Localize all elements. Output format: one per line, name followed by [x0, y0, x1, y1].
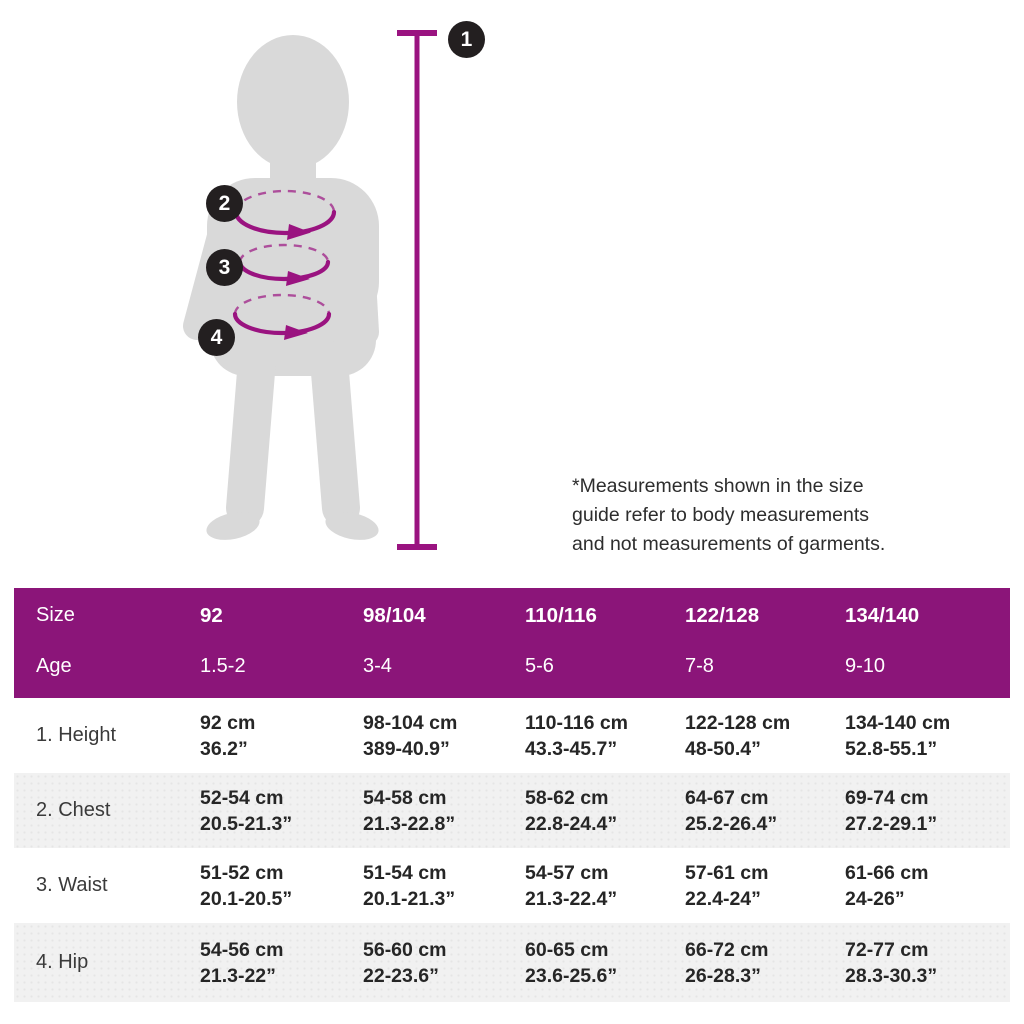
table-cell: 69-74 cm 27.2-29.1” [845, 786, 938, 835]
size-table: Size 92 98/104 110/116 122/128 134/140 A… [14, 588, 1010, 1002]
marker-badge-hip: 4 [198, 319, 235, 356]
age-header-label: Age [36, 655, 72, 677]
size-col-header: 134/140 [845, 603, 920, 627]
marker-number: 2 [218, 191, 231, 215]
size-table-header: Size 92 98/104 110/116 122/128 134/140 A… [14, 588, 1010, 698]
table-cell: 61-66 cm 24-26” [845, 861, 929, 910]
waist-arrow-icon [286, 271, 310, 286]
table-cell: 54-58 cm 21.3-22.8” [363, 786, 456, 835]
row-label: 2. Chest [36, 799, 111, 821]
table-cell: 92 cm 36.2” [200, 711, 256, 760]
size-col-header: 92 [200, 603, 223, 627]
table-cell: 58-62 cm 22.8-24.4” [525, 786, 618, 835]
size-header-label: Size [36, 604, 75, 626]
row-label: 3. Waist [36, 874, 108, 896]
note-line: *Measurements shown in the size [572, 475, 864, 497]
marker-badge-chest: 2 [206, 185, 243, 222]
table-cell: 66-72 cm 26-28.3” [685, 938, 769, 987]
table-row-hip: 4. Hip 54-56 cm 21.3-22” 56-60 cm 22-23.… [14, 923, 1010, 1002]
table-cell: 51-54 cm 20.1-21.3” [363, 861, 456, 910]
table-cell: 54-56 cm 21.3-22” [200, 938, 284, 987]
hip-measure-ellipse [232, 293, 332, 340]
waist-measure-ellipse [237, 243, 331, 286]
table-cell: 122-128 cm 48-50.4” [685, 711, 791, 760]
size-col-header: 122/128 [685, 603, 760, 627]
marker-badge-waist: 3 [206, 249, 243, 286]
marker-badge-height: 1 [448, 21, 485, 58]
header-age-row: Age 1.5-2 3-4 5-6 7-8 9-10 [14, 641, 1010, 692]
chest-arrow-icon [287, 224, 311, 240]
marker-number: 3 [218, 255, 231, 279]
age-col-header: 1.5-2 [200, 655, 246, 677]
table-cell: 57-61 cm 22.4-24” [685, 861, 769, 910]
row-label: 4. Hip [36, 951, 89, 973]
height-measure-line [397, 30, 437, 550]
table-cell: 56-60 cm 22-23.6” [363, 938, 447, 987]
table-cell: 52-54 cm 20.5-21.3” [200, 786, 293, 835]
table-cell: 98-104 cm 389-40.9” [363, 711, 458, 760]
age-col-header: 9-10 [845, 655, 886, 677]
table-row-height: 1. Height 92 cm 36.2” 98-104 cm 389-40.9… [14, 698, 1010, 773]
row-label: 1. Height [36, 724, 117, 746]
age-col-header: 3-4 [363, 655, 392, 677]
chest-measure-ellipse [233, 189, 337, 240]
size-col-header: 98/104 [363, 603, 426, 627]
age-col-header: 5-6 [525, 655, 554, 677]
note-line: guide refer to body measurements [572, 504, 869, 526]
header-size-row: Size 92 98/104 110/116 122/128 134/140 [14, 590, 1010, 641]
marker-number: 4 [210, 325, 223, 349]
table-cell: 110-116 cm 43.3-45.7” [525, 711, 629, 760]
table-cell: 134-140 cm 52.8-55.1” [845, 711, 951, 760]
measurement-figure [183, 30, 437, 550]
hip-arrow-icon [284, 325, 308, 340]
table-cell: 72-77 cm 28.3-30.3” [845, 938, 938, 987]
table-row-chest: 2. Chest 52-54 cm 20.5-21.3” 54-58 cm 21… [14, 773, 1010, 848]
table-cell: 60-65 cm 23.6-25.6” [525, 938, 618, 987]
table-cell: 64-67 cm 25.2-26.4” [685, 786, 778, 835]
child-silhouette-icon [183, 35, 379, 540]
table-row-waist: 3. Waist 51-52 cm 20.1-20.5” 51-54 cm 20… [14, 848, 1010, 923]
age-col-header: 7-8 [685, 655, 714, 677]
table-cell: 51-52 cm 20.1-20.5” [200, 861, 293, 910]
note-line: and not measurements of garments. [572, 533, 886, 555]
marker-number: 1 [460, 27, 473, 51]
table-cell: 54-57 cm 21.3-22.4” [525, 861, 618, 910]
measurement-disclaimer: *Measurements shown in the size guide re… [572, 472, 972, 559]
size-col-header: 110/116 [525, 603, 597, 627]
